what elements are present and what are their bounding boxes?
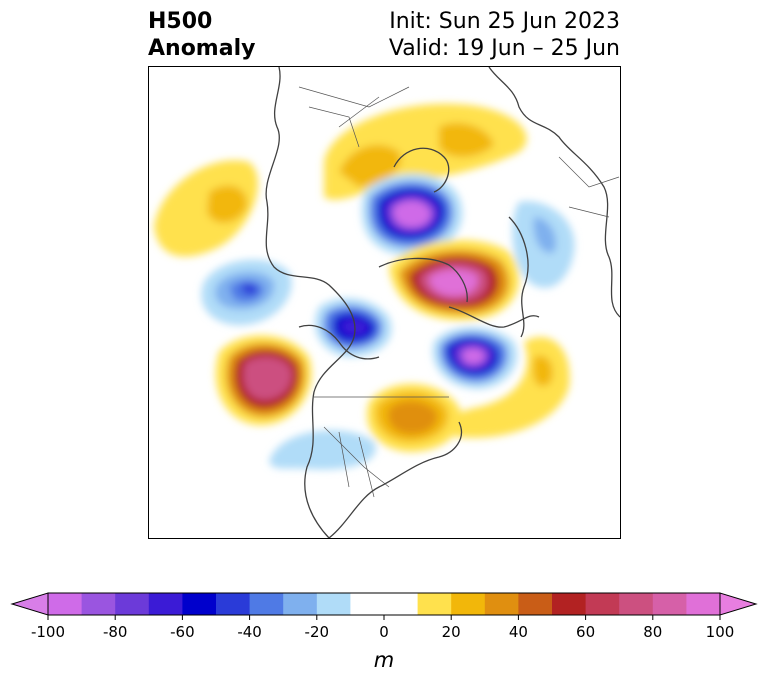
colorbar-tick-label: 60 — [576, 623, 595, 641]
coastlines — [265, 67, 620, 538]
colorbar-tick-label: 20 — [442, 623, 461, 641]
colorbar-tick-label: -80 — [103, 623, 128, 641]
colorbar-segment — [585, 593, 620, 615]
colorbar-segment — [619, 593, 654, 615]
colorbar-tick-label: -40 — [237, 623, 262, 641]
colorbar-unit-label: m — [374, 648, 394, 672]
colorbar-segment — [484, 593, 519, 615]
colorbar-segment — [81, 593, 116, 615]
valid-range: Valid: 19 Jun – 25 Jun — [388, 36, 620, 61]
colorbar-tick-label: 80 — [643, 623, 662, 641]
run-info: Init: Sun 25 Jun 2023 Valid: 19 Jun – 25… — [389, 8, 620, 62]
colorbar-segment — [283, 593, 318, 615]
colorbar-segment — [451, 593, 486, 615]
colorbar-segment — [417, 593, 452, 615]
colorbar-segment — [216, 593, 251, 615]
colorbar-extend-high — [719, 592, 758, 616]
colorbar-segment — [652, 593, 687, 615]
title-line-2: Anomaly — [148, 36, 256, 61]
colorbar-tick-label: -20 — [305, 623, 330, 641]
colorbar-segment — [148, 593, 183, 615]
colorbar-svg: -100 -80 -60 -40 -20 0 20 40 60 80 100 m — [10, 592, 758, 672]
colorbar-segment — [518, 593, 553, 615]
map-canvas — [154, 67, 620, 538]
anomaly-map — [148, 66, 621, 539]
colorbar-segment — [552, 593, 587, 615]
colorbar-segment — [350, 593, 419, 615]
anomaly-contours — [154, 103, 575, 470]
colorbar-tick-label: -60 — [170, 623, 195, 641]
title-line-1: H500 — [148, 9, 213, 34]
colorbar-tick-label: 100 — [706, 623, 735, 641]
colorbar-segment — [48, 593, 83, 615]
colorbar-tick-label: -100 — [31, 623, 65, 641]
political-borders — [298, 86, 620, 498]
map-title: H500 Anomaly — [148, 8, 255, 62]
colorbar-extend-low — [10, 592, 49, 616]
colorbar-segment — [686, 593, 721, 615]
colorbar-segment — [115, 593, 150, 615]
colorbar-segment — [316, 593, 351, 615]
colorbar-tick-label: 0 — [379, 623, 389, 641]
colorbar-segment — [249, 593, 284, 615]
colorbar: -100 -80 -60 -40 -20 0 20 40 60 80 100 m — [0, 585, 768, 684]
colorbar-tick-label: 40 — [509, 623, 528, 641]
colorbar-segment — [182, 593, 217, 615]
init-time: Init: Sun 25 Jun 2023 — [389, 9, 620, 34]
